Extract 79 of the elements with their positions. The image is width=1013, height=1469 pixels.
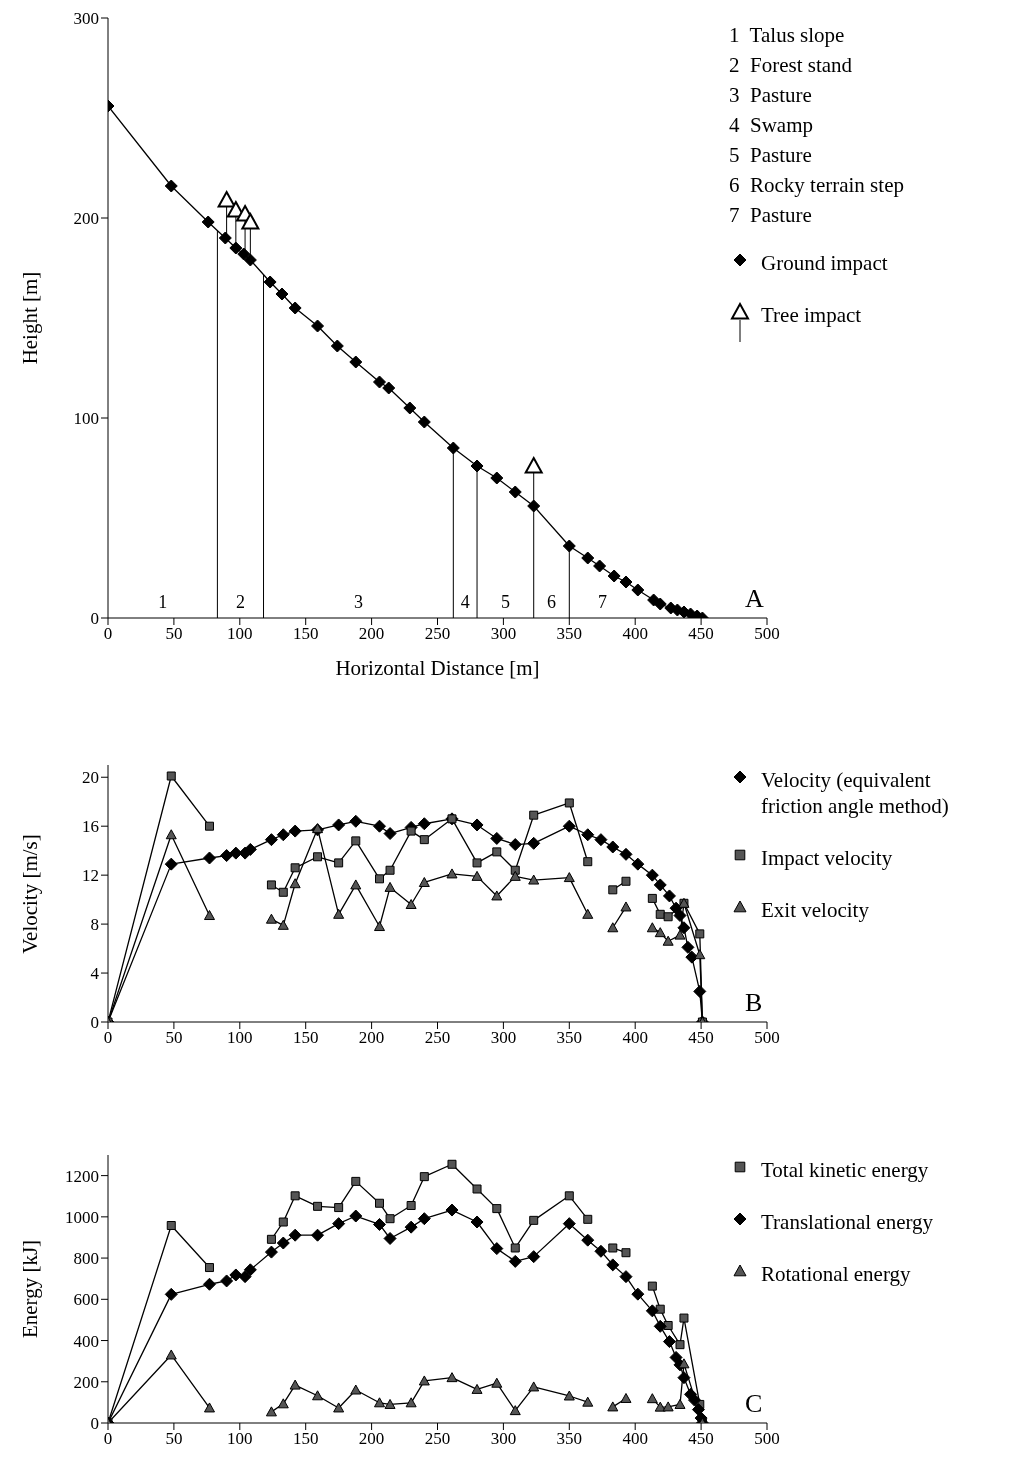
x-tick-label: 450 bbox=[688, 1028, 714, 1048]
annotation: 6 Rocky terrain step bbox=[729, 172, 905, 199]
y-tick-label: 0 bbox=[90, 1013, 99, 1033]
x-tick-label: 300 bbox=[490, 1429, 517, 1449]
x-tick-label: 250 bbox=[424, 624, 451, 644]
y-tick-label: 0 bbox=[90, 1414, 99, 1434]
y-tick-label: 8 bbox=[90, 915, 99, 935]
text: B bbox=[745, 988, 763, 1018]
annotation: 4 bbox=[460, 592, 470, 613]
x-tick-label: 200 bbox=[358, 1429, 385, 1449]
annotation: 1 bbox=[158, 592, 168, 613]
x-tick-label: 200 bbox=[358, 1028, 385, 1048]
annotation: 6 bbox=[547, 592, 557, 613]
x-tick-label: 150 bbox=[292, 1429, 319, 1449]
text: C bbox=[745, 1389, 763, 1419]
x-tick-label: 100 bbox=[227, 1429, 253, 1449]
x-tick-label: 450 bbox=[688, 624, 714, 644]
y-tick-label: 1200 bbox=[65, 1166, 99, 1186]
y-tick-label: 400 bbox=[73, 1331, 99, 1351]
y-tick-label: 300 bbox=[73, 9, 99, 29]
x-tick-label: 50 bbox=[165, 1429, 183, 1449]
x-tick-label: 400 bbox=[622, 1028, 648, 1048]
annotation: 3 bbox=[353, 592, 363, 613]
legend-label: Exit velocity bbox=[761, 897, 869, 923]
x-tick-label: 250 bbox=[424, 1429, 451, 1449]
legend-label: Rotational energy bbox=[761, 1261, 911, 1287]
x-tick-label: 500 bbox=[754, 1028, 780, 1048]
x-axis-title: Horizontal Distance [m] bbox=[334, 656, 541, 681]
legend-label: Translational energy bbox=[761, 1209, 934, 1235]
x-tick-label: 350 bbox=[556, 624, 583, 644]
y-axis-title: Height [m] bbox=[17, 270, 43, 367]
x-tick-label: 200 bbox=[358, 624, 385, 644]
x-tick-label: 250 bbox=[424, 1028, 451, 1048]
y-tick-label: 200 bbox=[73, 209, 99, 229]
x-tick-label: 350 bbox=[556, 1028, 583, 1048]
y-tick-label: 600 bbox=[73, 1290, 99, 1310]
x-tick-label: 500 bbox=[754, 1429, 780, 1449]
annotation: 2 bbox=[235, 592, 245, 613]
y-tick-label: 200 bbox=[73, 1372, 99, 1392]
y-tick-label: 4 bbox=[90, 964, 100, 984]
legend-label: Ground impact bbox=[761, 250, 888, 276]
annotation: 7 Pasture bbox=[729, 202, 813, 229]
annotation: 1 Talus slope bbox=[729, 22, 846, 49]
x-tick-label: 450 bbox=[688, 1429, 714, 1449]
annotation: 7 bbox=[598, 592, 608, 613]
x-tick-label: 100 bbox=[227, 624, 253, 644]
y-tick-label: 800 bbox=[73, 1249, 99, 1269]
annotation: 4 Swamp bbox=[729, 112, 814, 139]
y-tick-label: 12 bbox=[82, 866, 99, 886]
x-tick-label: 500 bbox=[754, 624, 780, 644]
legend-label: Velocity (equivalent friction angle method) bbox=[761, 767, 950, 819]
x-tick-label: 400 bbox=[622, 624, 648, 644]
y-axis-title: Velocity [m/s] bbox=[17, 832, 43, 956]
x-tick-label: 300 bbox=[490, 1028, 517, 1048]
x-tick-label: 400 bbox=[622, 1429, 648, 1449]
annotation: 5 bbox=[500, 592, 510, 613]
y-tick-label: 20 bbox=[82, 768, 99, 788]
x-tick-label: 0 bbox=[103, 1028, 113, 1048]
legend-label: Impact velocity bbox=[761, 845, 893, 871]
y-tick-label: 1000 bbox=[65, 1207, 99, 1227]
x-tick-label: 300 bbox=[490, 624, 517, 644]
x-tick-label: 0 bbox=[103, 1429, 113, 1449]
x-tick-label: 150 bbox=[292, 624, 319, 644]
x-tick-label: 50 bbox=[165, 1028, 183, 1048]
annotation: 5 Pasture bbox=[729, 142, 813, 169]
x-tick-label: 100 bbox=[227, 1028, 253, 1048]
y-tick-label: 0 bbox=[90, 609, 99, 629]
y-tick-label: 100 bbox=[73, 409, 99, 429]
x-tick-label: 0 bbox=[103, 624, 113, 644]
x-tick-label: 150 bbox=[292, 1028, 319, 1048]
annotation: 3 Pasture bbox=[729, 82, 813, 109]
legend-label: Total kinetic energy bbox=[761, 1157, 929, 1183]
y-axis-title: Energy [kJ] bbox=[17, 1238, 43, 1341]
annotation: 2 Forest stand bbox=[729, 52, 854, 79]
text: A bbox=[745, 584, 764, 614]
legend-label: Tree impact bbox=[761, 302, 862, 328]
y-tick-label: 16 bbox=[82, 817, 99, 837]
x-tick-label: 350 bbox=[556, 1429, 583, 1449]
x-tick-label: 50 bbox=[165, 624, 183, 644]
